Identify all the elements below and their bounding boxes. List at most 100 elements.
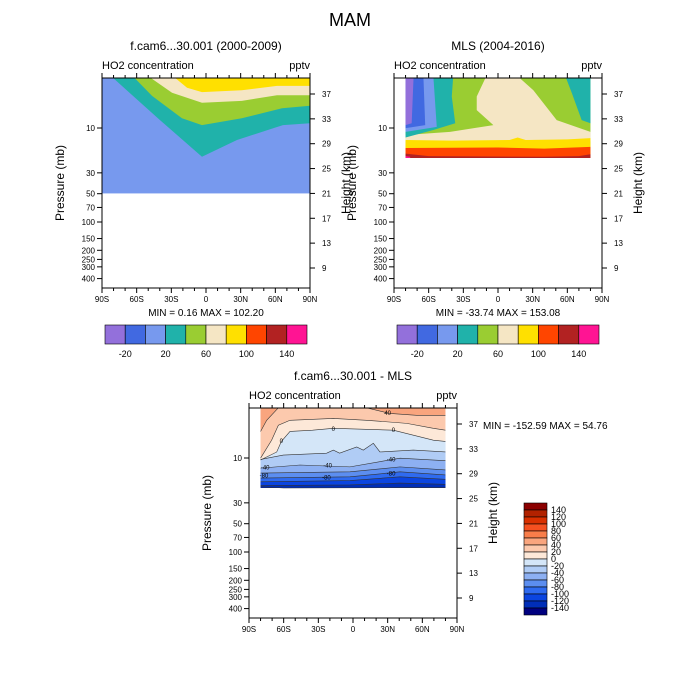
x-tick-label: 90N [303, 295, 318, 304]
pressure-tick-label: 100 [82, 218, 96, 227]
x-tick-label: 90N [450, 625, 465, 634]
colorbar-label: -40 [551, 568, 564, 578]
colorbar-box [523, 579, 548, 588]
colorbar-label: -60 [551, 575, 564, 585]
colorbar-box [145, 324, 166, 345]
contour-label: -40 [387, 457, 396, 463]
pressure-tick-label: 200 [374, 246, 388, 255]
height-tick-label: 37 [614, 90, 623, 99]
colorbar-label: 80 [551, 526, 561, 536]
panel-title: MLS (2004-2016) [451, 39, 544, 53]
colorbar-label: 140 [279, 349, 294, 359]
height-tick-label: 25 [469, 495, 478, 504]
units-label: pptv [581, 60, 602, 72]
colorbar-box [523, 516, 548, 525]
colorbar-label: 20 [551, 547, 561, 557]
contour-line-0 [260, 486, 446, 489]
x-tick-label: 60S [422, 295, 436, 304]
panel-title: f.cam6...30.001 (2000-2009) [130, 39, 281, 53]
colorbar-box [246, 324, 267, 345]
colorbar-box [558, 324, 580, 345]
contour-field [102, 78, 310, 194]
colorbar-box [523, 530, 548, 539]
height-tick-label: 25 [614, 165, 623, 174]
pressure-tick-label: 100 [374, 218, 388, 227]
colorbar-box [523, 502, 548, 511]
pressure-tick-label: 10 [378, 124, 387, 133]
x-tick-label: 60N [268, 295, 283, 304]
height-tick-label: 33 [322, 115, 331, 124]
colorbar-box [497, 324, 519, 345]
contour-line-8 [260, 418, 446, 459]
contour-region-9 [405, 156, 411, 159]
pressure-tick-label: 10 [86, 124, 95, 133]
colorbar-box [124, 324, 146, 345]
pressure-axis-label: Pressure (mb) [200, 475, 214, 551]
x-tick-label: 90N [595, 295, 610, 304]
colorbar-box [416, 324, 438, 345]
colorbar-label: -120 [551, 596, 569, 606]
colorbar-box [523, 586, 548, 595]
contour-line-6 [260, 442, 446, 460]
height-tick-label: 13 [614, 239, 623, 248]
height-tick-label: 33 [469, 445, 478, 454]
height-tick-label: 13 [469, 569, 478, 578]
units-label: pptv [289, 60, 310, 72]
colorbar-label: 20 [161, 349, 171, 359]
height-tick-label: 17 [322, 214, 331, 223]
height-axis-label: Height (km) [486, 482, 500, 544]
x-tick-label: 90S [387, 295, 401, 304]
contour-label: 0 [280, 439, 284, 445]
colorbar-box [523, 558, 548, 567]
height-tick-label: 9 [322, 264, 327, 273]
colorbar-box [538, 324, 559, 345]
units-label: pptv [436, 390, 457, 402]
contour-label: -80 [322, 475, 331, 481]
colorbar-label: 140 [571, 349, 586, 359]
x-tick-label: 30S [456, 295, 470, 304]
contour-label: 40 [384, 411, 391, 417]
colorbar-box [578, 324, 600, 345]
contour-line-7 [260, 428, 446, 461]
contour-label: -40 [261, 465, 270, 471]
pressure-tick-label: 250 [229, 585, 243, 594]
figure-title: MAM [329, 10, 371, 30]
colorbar-box [523, 593, 548, 602]
colorbar-label: 60 [551, 533, 561, 543]
height-axis-label: Height (km) [631, 152, 645, 214]
colorbar-label: 140 [551, 505, 566, 515]
pressure-tick-label: 100 [229, 548, 243, 557]
pressure-tick-label: 30 [86, 169, 95, 178]
contour-label: 0 [392, 428, 396, 434]
pressure-tick-label: 400 [229, 605, 243, 614]
x-tick-label: 30S [311, 625, 325, 634]
colorbar-box [517, 324, 539, 345]
height-tick-label: 21 [614, 189, 623, 198]
height-tick-label: 29 [469, 470, 478, 479]
height-tick-label: 9 [614, 264, 619, 273]
contour-label: -40 [323, 464, 332, 470]
pressure-tick-label: 300 [82, 263, 96, 272]
colorbar-box [396, 324, 418, 345]
x-tick-label: 90S [242, 625, 256, 634]
pressure-tick-label: 50 [233, 520, 242, 529]
pressure-tick-label: 300 [229, 593, 243, 602]
x-tick-label: 60N [415, 625, 430, 634]
contour-region-5 [405, 78, 414, 126]
colorbar-box [523, 607, 548, 616]
panel-1: 90S 60S 30S 0 30N 60N 90N103050701001502002503… [53, 39, 353, 359]
x-tick-label: 30N [233, 295, 248, 304]
colorbar-label: 100 [531, 349, 546, 359]
x-tick-label: 60N [560, 295, 575, 304]
colorbar-box [523, 509, 548, 518]
height-tick-label: 33 [614, 115, 623, 124]
height-tick-label: 29 [614, 140, 623, 149]
pressure-tick-label: 150 [374, 235, 388, 244]
height-axis-label: Height (km) [339, 152, 353, 214]
height-tick-label: 17 [469, 544, 478, 553]
colorbar-label: -20 [119, 349, 132, 359]
height-tick-label: 21 [322, 189, 331, 198]
colorbar-label: 20 [453, 349, 463, 359]
colorbar-label: -20 [411, 349, 424, 359]
colorbar-box [205, 324, 227, 345]
